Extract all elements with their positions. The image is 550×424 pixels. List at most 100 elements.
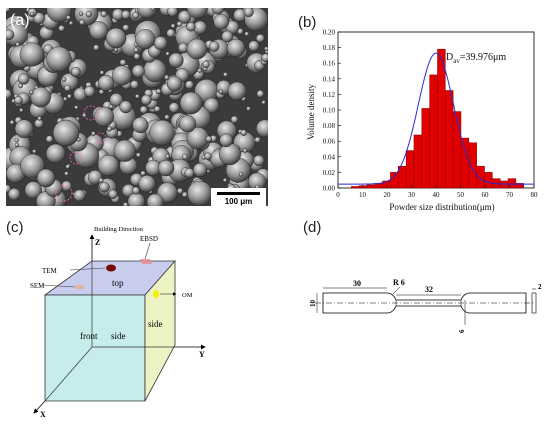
powder-particle: [146, 193, 164, 206]
powder-particle: [67, 94, 72, 99]
tem-label: TEM: [42, 267, 58, 275]
powder-particle: [133, 53, 141, 60]
powder-particle: [184, 167, 195, 178]
powder-particle: [155, 88, 162, 95]
x-axis-arrow: [33, 400, 46, 414]
tensile-specimen-panel: (d) 30 32 R 6 10 6 2: [275, 215, 550, 419]
powder-particle: [65, 164, 71, 169]
histogram-bar: [366, 184, 376, 189]
powder-particle: [253, 155, 265, 167]
powder-particle-large: [179, 91, 203, 115]
sem-micrograph: (a) 100 μm: [6, 8, 268, 206]
powder-particle: [97, 154, 119, 177]
powder-particle: [153, 36, 168, 50]
satellite-highlight: [69, 151, 83, 165]
powder-particle: [131, 64, 145, 78]
cube-side-face: [144, 259, 176, 402]
powder-particle: [153, 105, 161, 113]
powder-particle: [185, 80, 194, 90]
y-tick-label: 0.20: [323, 29, 336, 37]
powder-particle: [254, 136, 261, 143]
powder-particle: [108, 104, 114, 109]
powder-particle: [222, 177, 228, 183]
histogram-bar: [437, 48, 446, 189]
front-side-label: side: [111, 331, 126, 341]
powder-particle: [24, 181, 43, 199]
powder-particle: [261, 100, 266, 105]
powder-particle: [6, 29, 15, 41]
dim-2-text: 2: [538, 283, 542, 291]
powder-particle: [30, 86, 51, 108]
powder-particle: [223, 72, 228, 78]
powder-particle: [149, 119, 175, 146]
histogram-bar: [358, 185, 368, 189]
sem-sample-marker: [75, 285, 84, 289]
y-tick-label: 0.06: [323, 138, 336, 146]
powder-particle: [46, 143, 66, 164]
powder-particle: [140, 170, 146, 177]
histogram-bar: [476, 165, 485, 189]
powder-particle: [61, 77, 67, 82]
powder-particle: [119, 59, 127, 66]
powder-particle: [94, 106, 115, 127]
powder-particle: [181, 191, 188, 198]
powder-particle: [242, 148, 248, 153]
y-tick-label: 0.18: [323, 44, 336, 52]
powder-particle: [137, 8, 157, 19]
hidden-edge-x: [44, 346, 93, 402]
histogram-bar: [445, 90, 454, 189]
histogram-bar: [468, 142, 477, 189]
powder-particle: [73, 189, 86, 202]
normal-fit-curve: [338, 52, 534, 185]
powder-particle: [14, 119, 34, 139]
dim-30-text: 30: [353, 279, 361, 288]
powder-particle: [219, 133, 233, 147]
powder-particle: [32, 149, 37, 154]
powder-particle: [218, 143, 241, 166]
powder-particle: [164, 114, 170, 120]
powder-particle: [168, 52, 184, 68]
powder-particle: [167, 8, 178, 17]
powder-particle: [111, 65, 132, 86]
powder-particle: [143, 58, 167, 83]
y-tick-label: 0.08: [323, 122, 336, 130]
powder-particle: [246, 106, 251, 111]
powder-particle-large: [105, 27, 127, 49]
powder-particle: [177, 187, 184, 195]
y-axis-label-c: Y: [199, 350, 205, 359]
r6-text: R 6: [393, 278, 405, 287]
powder-particle: [135, 29, 156, 50]
powder-particle: [213, 14, 229, 30]
side-face-label: side: [148, 319, 163, 329]
powder-particle: [166, 28, 176, 38]
scale-bar-text: 100 μm: [224, 197, 253, 206]
powder-particle: [186, 38, 208, 60]
powder-particle: [230, 115, 239, 124]
x-tick-label: 0: [336, 191, 340, 199]
cube-front-face: [44, 294, 146, 402]
powder-particle-large: [97, 74, 115, 92]
powder-particle: [29, 90, 34, 95]
y-tick-label: 0.14: [323, 75, 336, 83]
powder-particle: [85, 10, 92, 18]
histogram-bar: [484, 172, 493, 189]
powder-particle: [29, 11, 35, 17]
powder-particles-image: [6, 8, 268, 206]
y-axis-label: Volume density: [306, 83, 316, 140]
powder-particle: [14, 142, 20, 148]
powder-particle: [208, 41, 220, 52]
dim-32-text: 32: [425, 285, 433, 294]
powder-particle: [99, 70, 105, 75]
histogram-chart: 0 10 20 30 40 50 60 70 80 0.00 0.02 0.04 0.06 0.08 0.1…: [306, 29, 538, 213]
powder-particle: [192, 162, 207, 177]
powder-particle: [244, 31, 250, 37]
powder-particle: [61, 180, 72, 192]
powder-particle: [168, 102, 180, 113]
powder-particle: [70, 67, 81, 77]
histogram-panel: (b) 0 10 20 30 40 50 60 70 80 0.00 0.02 0.04 0.06 0.0…: [280, 0, 550, 215]
powder-particle: [170, 23, 176, 29]
powder-particle: [132, 116, 149, 134]
powder-particle-large: [157, 159, 175, 177]
powder-particle: [20, 153, 45, 179]
powder-particle: [100, 10, 108, 18]
